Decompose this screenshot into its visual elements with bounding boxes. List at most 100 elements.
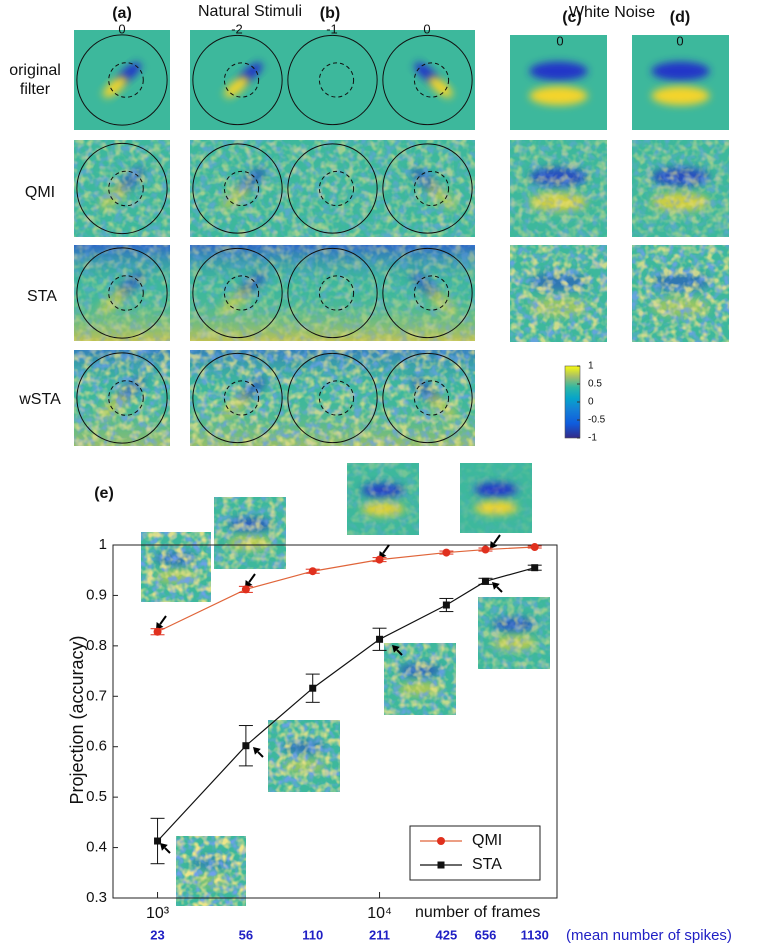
spike-count-label: 56 xyxy=(239,927,253,942)
noise xyxy=(74,350,170,446)
secondary-axis-label: (mean number of spikes) xyxy=(566,927,732,944)
noise xyxy=(285,140,380,237)
inner-circle xyxy=(108,170,144,207)
noise xyxy=(347,463,419,535)
noise xyxy=(141,532,211,602)
arrow-shaft xyxy=(382,544,390,554)
data-point xyxy=(153,627,162,636)
inner-circle xyxy=(108,62,144,98)
inner-circle xyxy=(223,275,260,311)
outer-circle xyxy=(287,34,378,126)
y-tick-label: 0.9 xyxy=(86,586,107,603)
data-point xyxy=(309,684,317,692)
plot-area xyxy=(112,544,558,899)
panel-background xyxy=(632,35,729,130)
data-point xyxy=(530,543,539,552)
data-point xyxy=(442,548,451,557)
data-point xyxy=(242,742,250,750)
colorbar-tick-label: -0.5 xyxy=(588,415,606,426)
column-value: 0 xyxy=(423,21,430,36)
image-panel xyxy=(190,350,285,446)
image-panel xyxy=(74,140,170,237)
noise xyxy=(460,463,532,533)
section-title: White Noise xyxy=(569,4,655,21)
panel-label: (d) xyxy=(670,9,690,26)
image-panel xyxy=(74,30,170,130)
noise xyxy=(380,350,475,446)
image-panel xyxy=(380,350,475,446)
image-panel xyxy=(380,140,475,237)
x-tick-label: 10³ xyxy=(146,905,170,922)
data-point xyxy=(375,555,384,564)
image-panel xyxy=(380,245,475,341)
y-tick-label: 0.3 xyxy=(86,889,107,906)
image-panel xyxy=(384,643,456,715)
arrow-shaft xyxy=(496,586,503,593)
spike-count-label: 1130 xyxy=(521,927,549,942)
filter-blob xyxy=(529,86,588,106)
noise xyxy=(190,245,285,341)
colorbar-tick-label: -1 xyxy=(588,433,597,444)
y-tick-label: 0.5 xyxy=(86,788,107,805)
inner-circle xyxy=(318,62,355,98)
column-value: 0 xyxy=(118,21,125,36)
arrow-head xyxy=(392,645,400,653)
image-panel xyxy=(74,350,170,446)
image-panel xyxy=(285,140,380,237)
data-point xyxy=(154,837,162,845)
inner-circle xyxy=(223,380,260,416)
colorbar-tick-label: 0 xyxy=(588,397,594,408)
image-panel xyxy=(632,245,729,342)
image-panel xyxy=(632,140,729,237)
outer-circle xyxy=(76,142,168,235)
arrow-head xyxy=(492,582,500,590)
inner-circle xyxy=(223,62,260,98)
x-axis-label: number of frames xyxy=(415,904,540,921)
column-value: -1 xyxy=(326,21,338,36)
outer-circle xyxy=(76,34,168,126)
arrow-head xyxy=(253,747,261,755)
panel-label: (b) xyxy=(320,5,340,22)
inner-circle xyxy=(318,170,355,207)
arrow-shaft xyxy=(257,751,264,758)
image-panel xyxy=(285,350,380,446)
data-point xyxy=(241,585,250,594)
image-panel xyxy=(268,720,340,792)
outer-circle xyxy=(287,247,378,339)
outer-circle xyxy=(76,352,168,444)
data-point xyxy=(531,564,539,572)
filter-blob xyxy=(224,76,249,98)
y-axis-label: Projection (accuracy) xyxy=(67,635,87,804)
outer-circle xyxy=(76,247,168,339)
outer-circle xyxy=(192,247,283,339)
row-label: wSTA xyxy=(19,391,61,408)
y-tick-label: 0.7 xyxy=(86,687,107,704)
data-point xyxy=(376,635,384,643)
noise xyxy=(380,245,475,341)
row-label: original filter xyxy=(9,62,61,98)
inner-circle xyxy=(108,275,144,311)
colorbar-tick-label: 1 xyxy=(588,361,594,372)
noise xyxy=(268,720,340,792)
colorbar-tick-label: 0.5 xyxy=(588,379,602,390)
inner-circle xyxy=(108,380,144,416)
arrow-head xyxy=(160,843,168,851)
panel-label: (c) xyxy=(562,9,582,26)
arrow-shaft xyxy=(396,649,403,656)
inner-circle xyxy=(413,275,450,311)
image-panel xyxy=(190,30,285,130)
noise xyxy=(74,140,170,237)
spike-count-label: 23 xyxy=(150,927,164,942)
image-panel xyxy=(460,463,532,533)
data-point xyxy=(442,601,450,609)
image-panel xyxy=(141,532,211,602)
outer-circle xyxy=(192,352,283,444)
data-point xyxy=(481,545,490,554)
filter-blob xyxy=(651,61,710,81)
outer-circle xyxy=(287,143,378,234)
arrow-head xyxy=(490,541,498,549)
image-panel xyxy=(380,30,475,130)
arrow-shaft xyxy=(493,534,501,544)
